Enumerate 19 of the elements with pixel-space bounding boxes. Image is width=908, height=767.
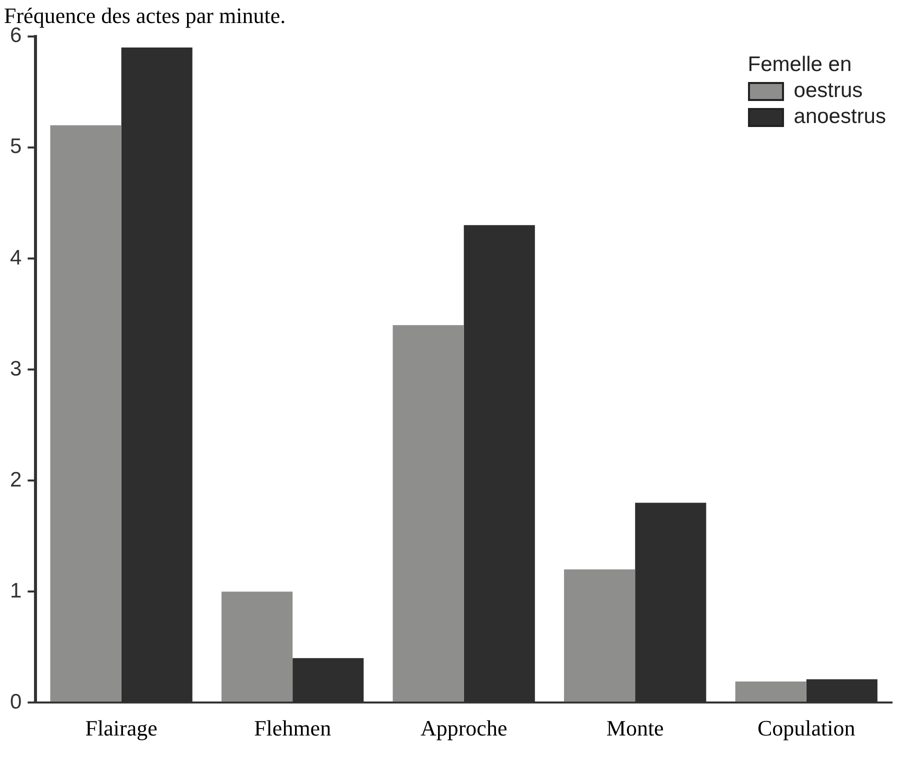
y-tick-label: 5 — [10, 135, 22, 158]
bar — [222, 592, 293, 702]
x-tick-label: Flairage — [85, 716, 158, 741]
bar — [735, 682, 806, 702]
y-tick-label: 2 — [10, 468, 22, 492]
x-tick-label: Monte — [606, 716, 664, 741]
legend-label: oestrus — [794, 78, 863, 104]
x-tick-label: Flehmen — [254, 716, 332, 741]
legend-label: anoestrus — [794, 104, 886, 130]
y-tick-label: 4 — [10, 246, 22, 270]
legend-title: Femelle en — [748, 52, 853, 78]
y-tick-label: 1 — [10, 579, 22, 602]
y-tick-label: 3 — [10, 357, 22, 380]
x-tick-label: Copulation — [757, 716, 856, 741]
x-tick-label: Approche — [420, 716, 508, 741]
bar — [50, 125, 122, 702]
y-tick-label: 0 — [10, 690, 22, 714]
bar — [564, 569, 636, 702]
bar — [392, 325, 464, 702]
